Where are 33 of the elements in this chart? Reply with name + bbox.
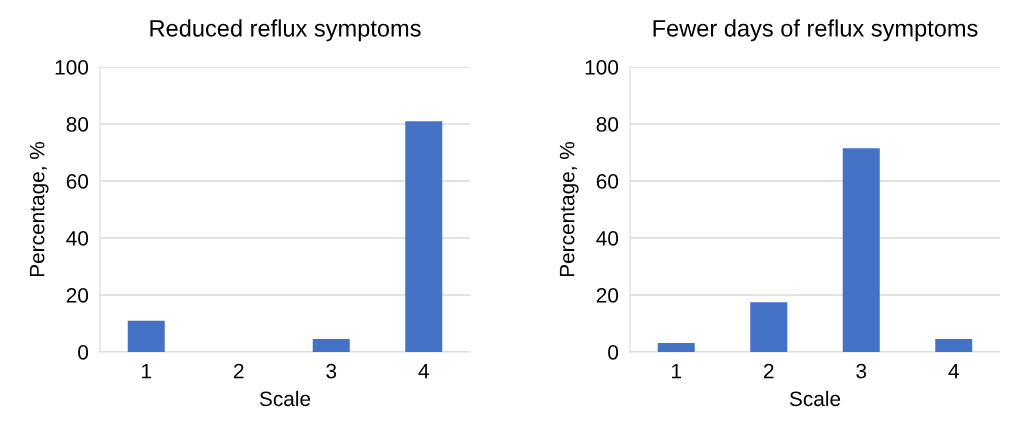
y-axis-title: Percentage, % (559, 141, 579, 277)
bar (405, 121, 443, 352)
chart-title: Fewer days of reflux symptoms (653, 19, 978, 42)
bar (312, 338, 350, 352)
y-axis-title: Percentage, % (29, 141, 49, 277)
x-tick-label: 3 (856, 363, 867, 379)
x-tick-label: 4 (948, 363, 959, 379)
x-axis-title: Scale (259, 390, 311, 407)
y-tick-label: 100 (55, 60, 89, 75)
x-tick-label: 4 (418, 363, 429, 379)
x-tick-label: 2 (234, 363, 244, 379)
bar (750, 302, 788, 352)
y-tick-label: 80 (66, 117, 89, 132)
bar (935, 338, 973, 352)
bar (657, 342, 695, 352)
y-tick-label: 100 (585, 60, 619, 75)
bar (127, 320, 165, 352)
chart-title: Reduced reflux symptoms (150, 19, 421, 42)
x-tick-label: 3 (326, 363, 337, 379)
y-tick-label: 60 (596, 174, 619, 189)
x-tick-label: 1 (672, 363, 682, 379)
x-axis-title: Scale (789, 390, 841, 407)
y-tick-label: 20 (66, 288, 89, 303)
y-tick-label: 40 (66, 231, 89, 246)
y-tick-label: 0 (78, 345, 89, 360)
y-tick-label: 40 (596, 231, 619, 246)
y-tick-label: 80 (596, 117, 619, 132)
x-tick-label: 2 (764, 363, 774, 379)
y-tick-label: 0 (608, 345, 619, 360)
y-tick-label: 20 (596, 288, 619, 303)
bar (842, 148, 880, 352)
x-tick-label: 1 (142, 363, 152, 379)
y-tick-label: 60 (66, 174, 89, 189)
